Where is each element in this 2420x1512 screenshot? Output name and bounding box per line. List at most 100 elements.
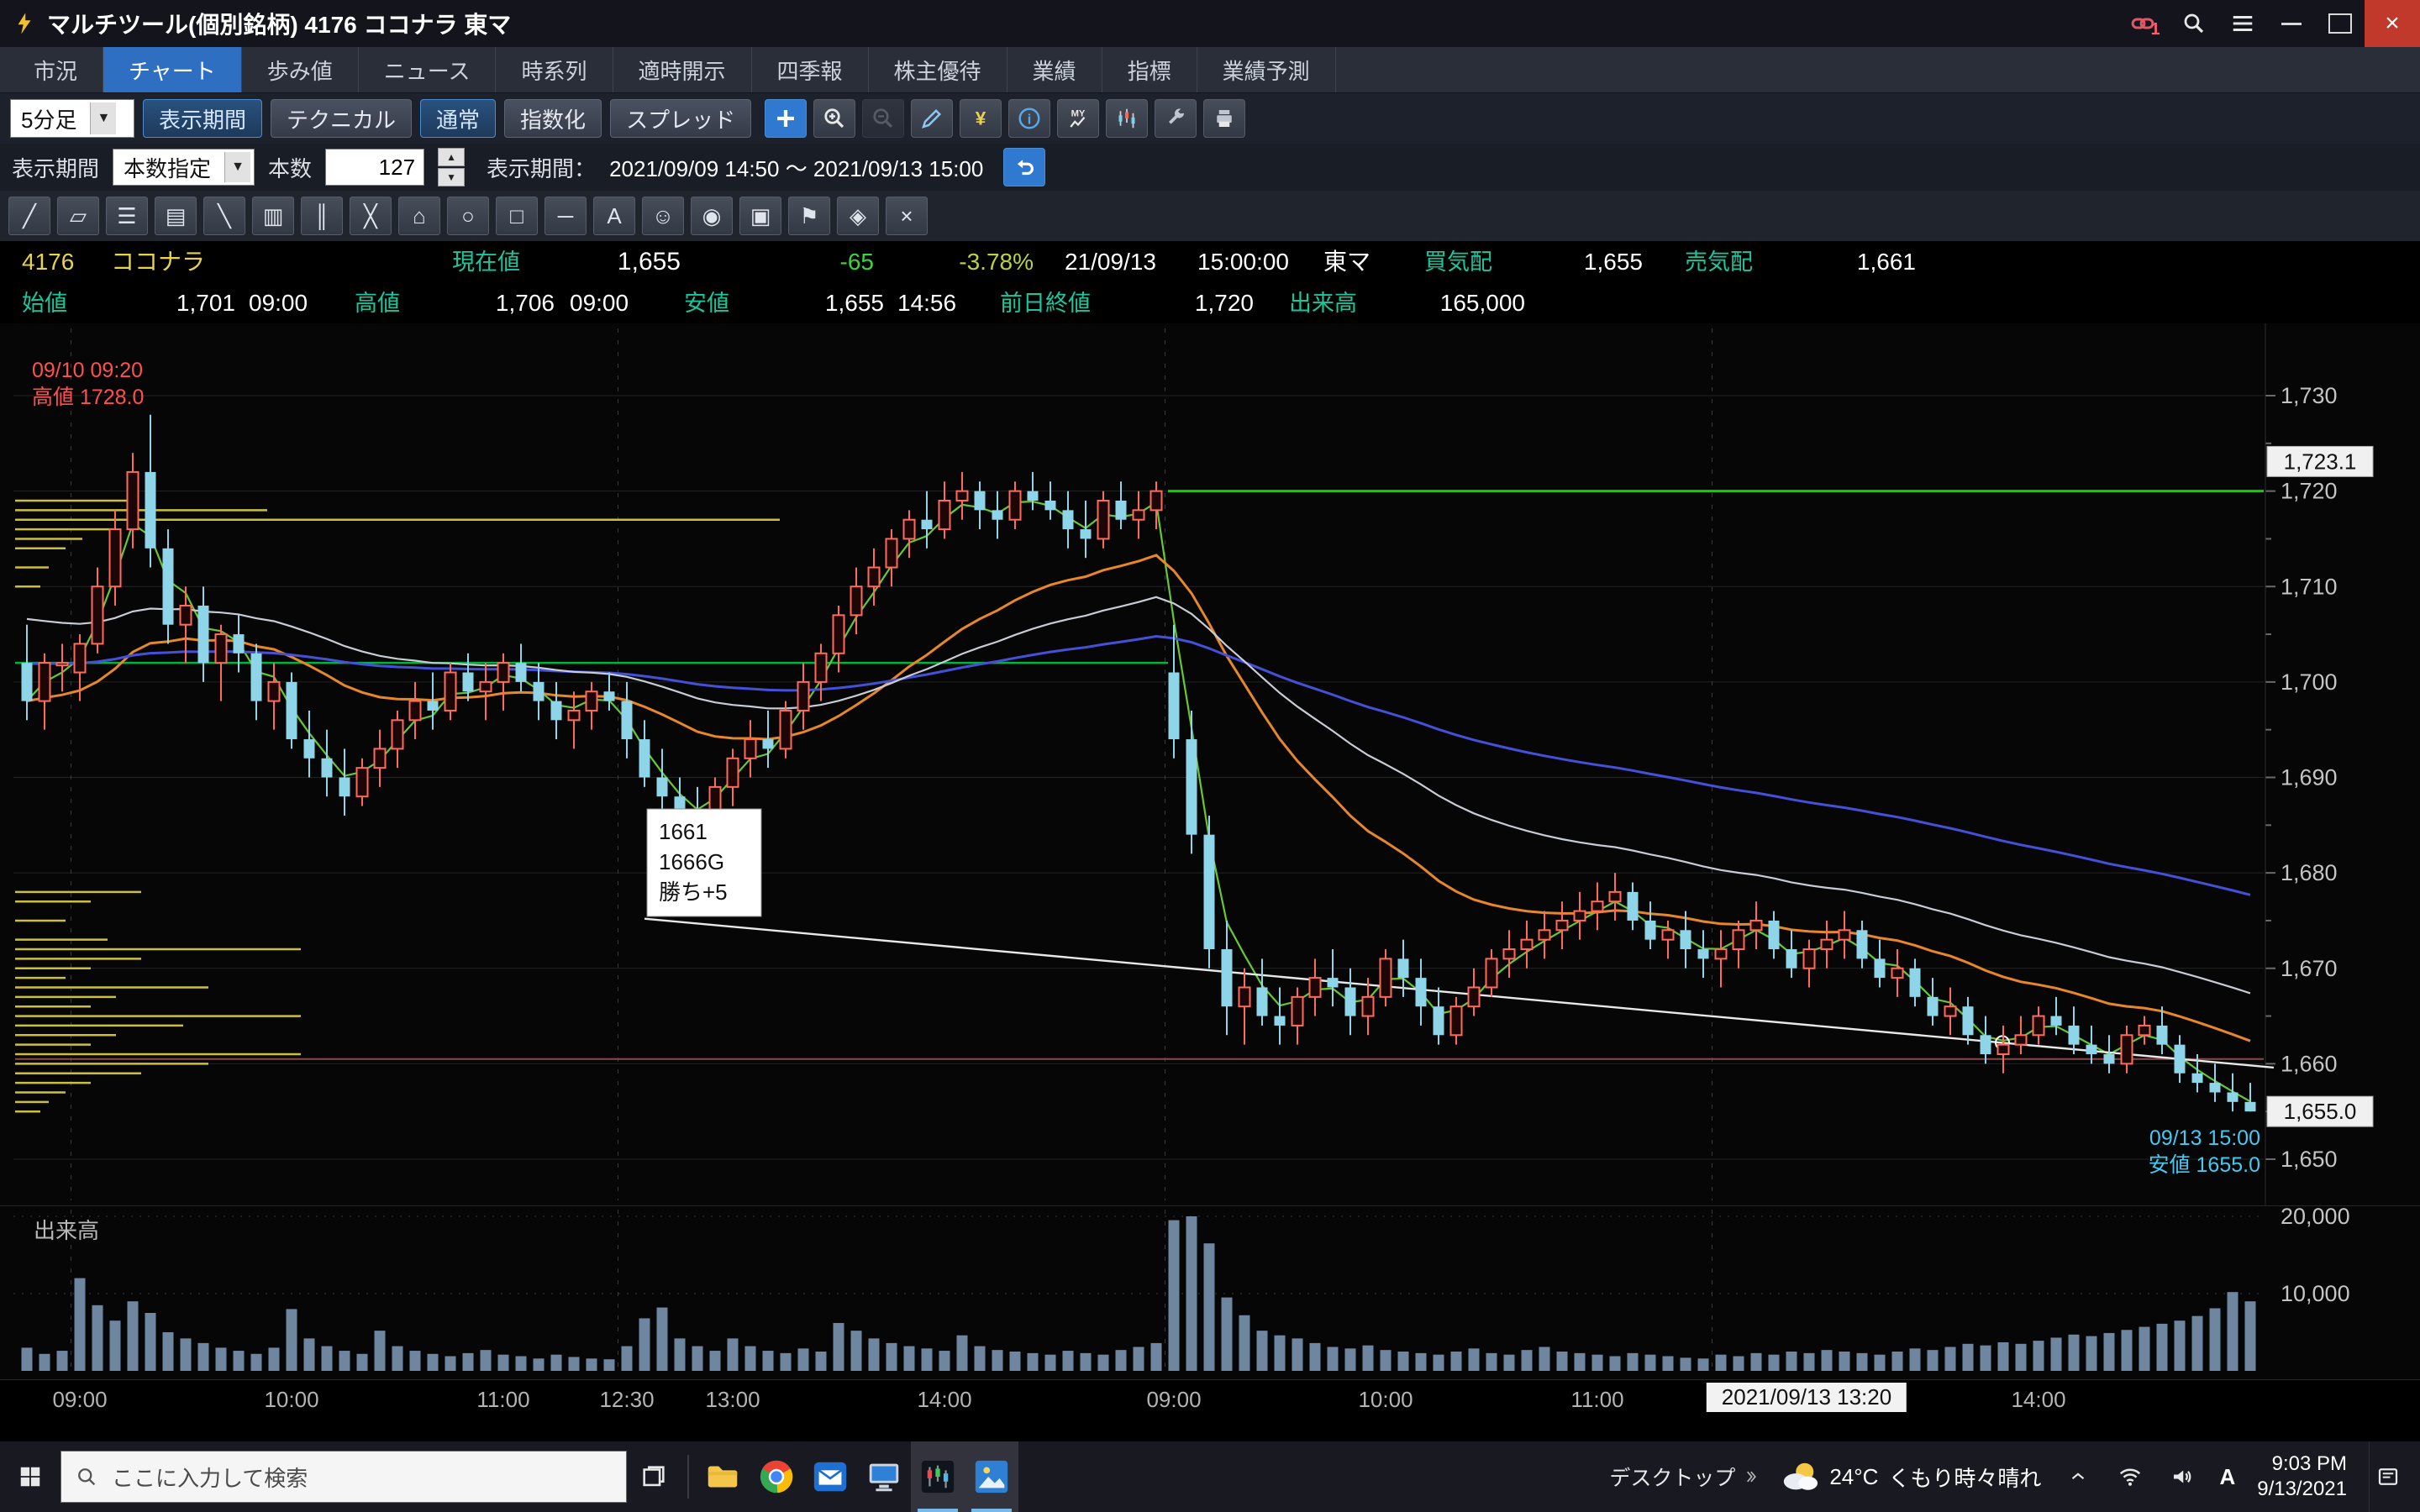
high-annotation: 09/10 09:20 高値 1728.0 bbox=[32, 359, 144, 409]
tab-歩み値[interactable]: 歩み値 bbox=[242, 47, 359, 92]
taskbar-display-icon[interactable] bbox=[857, 1441, 911, 1512]
grid-tool-icon[interactable]: ▤ bbox=[155, 197, 197, 235]
clock-time: 9:03 PM bbox=[2271, 1452, 2347, 1475]
tab-適時開示[interactable]: 適時開示 bbox=[613, 47, 752, 92]
box-tool-icon[interactable]: ▱ bbox=[57, 197, 99, 235]
svg-text:高値 1728.0: 高値 1728.0 bbox=[32, 386, 144, 409]
candles[interactable] bbox=[21, 414, 2256, 1112]
open-label: 始値 bbox=[22, 291, 67, 316]
volume-bars[interactable] bbox=[21, 1216, 2256, 1371]
price-chart[interactable]: 1,730 1,720 1,710 1,700 1,690 1,680 1,670 1,660… bbox=[0, 323, 2420, 1205]
range-label: 表示期間： bbox=[487, 155, 597, 181]
period-mode-select[interactable]: 本数指定 ▼ bbox=[113, 149, 255, 186]
circle-tool-icon[interactable]: ○ bbox=[447, 197, 489, 235]
close-button[interactable]: × bbox=[2365, 0, 2420, 47]
tab-業績予測[interactable]: 業績予測 bbox=[1197, 47, 1336, 92]
chart-type-icon[interactable] bbox=[1106, 99, 1149, 138]
taskbar-mail-icon[interactable] bbox=[803, 1441, 857, 1512]
trend-line[interactable] bbox=[644, 917, 2275, 1069]
minimize-button[interactable] bbox=[2267, 0, 2316, 47]
time-axis-label: 10:00 bbox=[264, 1387, 319, 1412]
add-chart-icon[interactable] bbox=[765, 99, 808, 138]
svg-text:09/10 09:20: 09/10 09:20 bbox=[32, 359, 143, 382]
restore-button[interactable] bbox=[2316, 0, 2365, 47]
task-view-icon[interactable] bbox=[627, 1441, 681, 1512]
desktop-toolbar[interactable]: デスクトップ bbox=[1609, 1462, 1759, 1492]
speaker-icon[interactable] bbox=[2167, 1462, 2197, 1492]
info-icon[interactable]: i bbox=[1008, 99, 1051, 138]
text-tool-icon[interactable]: A bbox=[593, 197, 635, 235]
rect-tool-icon[interactable]: □ bbox=[496, 197, 538, 235]
high-time: 09:00 bbox=[570, 290, 629, 316]
テクニカル-button[interactable]: テクニカル bbox=[271, 99, 413, 138]
tab-指標[interactable]: 指標 bbox=[1102, 47, 1197, 92]
clock-date: 9/13/2021 bbox=[2257, 1478, 2347, 1500]
toolbar-buttons: 表示期間 テクニカル 通常 指数化 スプレッド bbox=[143, 99, 752, 138]
line-tool-icon[interactable]: ╱ bbox=[8, 197, 50, 235]
tab-ニュース[interactable]: ニュース bbox=[359, 47, 497, 92]
weather-widget[interactable]: 24°C くもり時々晴れ bbox=[1781, 1457, 2041, 1496]
taskbar-explorer-icon[interactable] bbox=[696, 1441, 750, 1512]
action-center-icon[interactable] bbox=[2369, 1441, 2407, 1512]
svg-text:勝ち+5: 勝ち+5 bbox=[659, 879, 728, 905]
stepper-up-icon[interactable]: ▲ bbox=[438, 148, 466, 166]
erase-tool-icon[interactable]: × bbox=[886, 197, 928, 235]
svg-text:MY: MY bbox=[1071, 109, 1086, 119]
start-button[interactable] bbox=[0, 1441, 60, 1512]
bar-count-input[interactable]: 127 bbox=[325, 149, 425, 186]
wifi-icon[interactable] bbox=[2115, 1462, 2145, 1492]
time-axis-label: 11:00 bbox=[1570, 1387, 1624, 1412]
vfill-tool-icon[interactable]: ▥ bbox=[252, 197, 294, 235]
settings-wrench-icon[interactable] bbox=[1155, 99, 1197, 138]
my-chart-icon[interactable]: MY bbox=[1057, 99, 1100, 138]
price-tags: 1,723.1 1,655.0 bbox=[2266, 445, 2374, 1127]
taskbar-photos-icon[interactable] bbox=[965, 1441, 1018, 1512]
taskbar-trading-app-icon[interactable] bbox=[911, 1441, 965, 1512]
tray-chevron-up-icon[interactable] bbox=[2063, 1462, 2093, 1492]
icon-stamp-tool-icon[interactable]: ☺ bbox=[642, 197, 684, 235]
taskbar-search-input[interactable]: ここに入力して検索 bbox=[60, 1451, 627, 1503]
tab-市況[interactable]: 市況 bbox=[8, 47, 104, 92]
yen-display-icon[interactable]: ¥ bbox=[960, 99, 1002, 138]
tab-四季報[interactable]: 四季報 bbox=[752, 47, 869, 92]
スプレッド-button[interactable]: スプレッド bbox=[610, 99, 752, 138]
指数化-button[interactable]: 指数化 bbox=[504, 99, 602, 138]
app-logo-icon bbox=[18, 13, 31, 34]
interval-select-value: 5分足 bbox=[21, 107, 77, 133]
tab-株主優待[interactable]: 株主優待 bbox=[869, 47, 1007, 92]
stepper-down-icon[interactable]: ▼ bbox=[438, 168, 466, 186]
interval-select[interactable]: 5分足 ▼ bbox=[10, 99, 134, 138]
draw-pencil-icon[interactable] bbox=[911, 99, 954, 138]
open-time: 09:00 bbox=[249, 290, 308, 316]
tab-チャート[interactable]: チャート bbox=[103, 47, 242, 92]
zoom-in-icon[interactable] bbox=[813, 99, 856, 138]
copy-tool-icon[interactable]: ▣ bbox=[739, 197, 781, 235]
hline-tool-icon[interactable]: ─ bbox=[544, 197, 587, 235]
bar-count-stepper[interactable]: ▲ ▼ bbox=[438, 148, 466, 186]
通常-button[interactable]: 通常 bbox=[420, 99, 497, 138]
period-toolbar: 表示期間 本数指定 ▼ 本数 127 ▲ ▼ 表示期間： 2021/09/09 1… bbox=[0, 144, 2420, 191]
volume-chart[interactable]: 出来高 20,000 10,000 bbox=[0, 1204, 2420, 1379]
link-icon[interactable]: 1 bbox=[2121, 0, 2170, 47]
taskbar-chrome-icon[interactable] bbox=[750, 1441, 803, 1512]
hlines-tool-icon[interactable]: ☰ bbox=[106, 197, 148, 235]
表示期間-button[interactable]: 表示期間 bbox=[143, 99, 263, 138]
flag-tool-icon[interactable]: ⚑ bbox=[788, 197, 830, 235]
vlines-tool-icon[interactable]: ║ bbox=[301, 197, 343, 235]
tab-業績[interactable]: 業績 bbox=[1007, 47, 1102, 92]
time-axis-label: 09:00 bbox=[1146, 1387, 1202, 1412]
pentagon-tool-icon[interactable]: ⌂ bbox=[398, 197, 440, 235]
marker-tool-icon[interactable]: ◉ bbox=[691, 197, 733, 235]
menu-icon[interactable] bbox=[2218, 0, 2267, 47]
cross-tool-icon[interactable]: ╳ bbox=[350, 197, 392, 235]
print-icon[interactable] bbox=[1203, 99, 1246, 138]
reset-range-button[interactable] bbox=[1003, 148, 1046, 186]
diamond-tool-icon[interactable]: ◈ bbox=[837, 197, 879, 235]
ime-mode-indicator[interactable]: A bbox=[2219, 1463, 2236, 1489]
zoom-out-icon[interactable] bbox=[862, 99, 905, 138]
taskbar-clock[interactable]: 9:03 PM 9/13/2021 bbox=[2257, 1452, 2347, 1502]
search-icon[interactable] bbox=[2170, 0, 2218, 47]
time-axis-label: 10:00 bbox=[1358, 1387, 1413, 1412]
downline-tool-icon[interactable]: ╲ bbox=[203, 197, 245, 235]
tab-時系列[interactable]: 時系列 bbox=[496, 47, 613, 92]
